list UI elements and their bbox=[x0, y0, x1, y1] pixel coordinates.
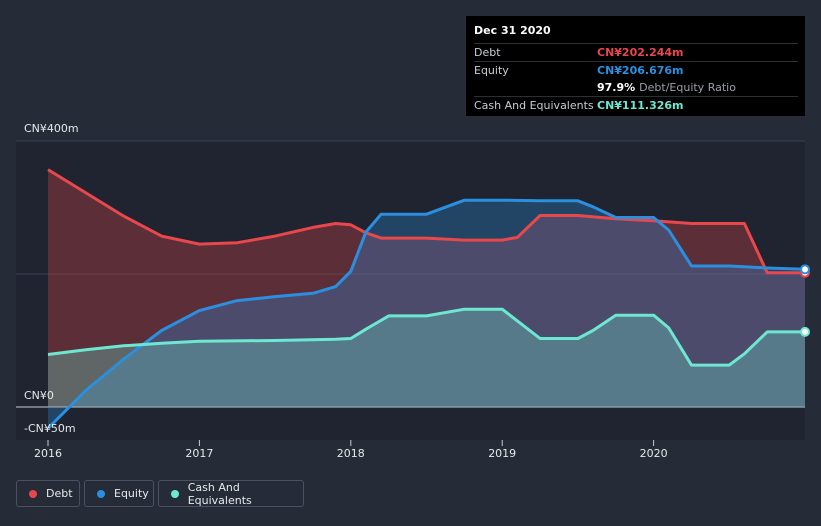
x-tick-label: 2016 bbox=[34, 447, 62, 460]
y-tick-label: CN¥400m bbox=[24, 122, 79, 135]
legend-cash-dot bbox=[171, 489, 179, 498]
legend-debt-dot bbox=[29, 489, 37, 498]
debt-line bbox=[47, 168, 805, 275]
tooltip-ratio-row: 97.9% Debt/Equity Ratio bbox=[474, 79, 798, 96]
cash-area bbox=[48, 309, 805, 407]
legend-equity[interactable]: Equity bbox=[84, 480, 154, 507]
tooltip-equity-label: Equity bbox=[474, 64, 509, 77]
tooltip-cash-row: Cash And Equivalents CN¥111.326m bbox=[474, 96, 798, 114]
equity-area bbox=[48, 200, 805, 429]
x-tick-label: 2017 bbox=[185, 447, 213, 460]
gridlines bbox=[16, 140, 805, 440]
tooltip-debt-value: CN¥202.244m bbox=[597, 46, 684, 59]
x-tick-label: 2018 bbox=[337, 447, 365, 460]
legend-cash[interactable]: Cash And Equivalents bbox=[158, 480, 304, 507]
axis-labels: CN¥400m CN¥0 -CN¥50m 2016 2017 2018 2019 2020 bbox=[24, 122, 668, 460]
legend-cash-label: Cash And Equivalents bbox=[187, 480, 252, 507]
tooltip-ratio-label: Debt/Equity Ratio bbox=[639, 81, 736, 94]
tooltip-debt-row: Debt CN¥202.244m bbox=[474, 43, 798, 61]
plot-background bbox=[16, 141, 805, 440]
tooltip-cash-label: Cash And Equivalents bbox=[474, 99, 594, 112]
y-tick-label: -CN¥50m bbox=[24, 422, 76, 435]
equity-end-marker bbox=[800, 264, 810, 275]
debt-area bbox=[48, 169, 805, 407]
equity-line bbox=[46, 198, 806, 430]
tooltip-ratio-value: 97.9% bbox=[597, 81, 636, 94]
tooltip-equity-row: Equity CN¥206.676m bbox=[474, 61, 798, 79]
y-tick-label: CN¥0 bbox=[24, 389, 54, 402]
legend-debt-label: Debt bbox=[46, 487, 73, 500]
legend-debt[interactable]: Debt bbox=[16, 480, 80, 507]
series-lines bbox=[46, 168, 806, 430]
cash-end-marker bbox=[800, 326, 810, 337]
legend-equity-label: Equity bbox=[114, 487, 149, 500]
tooltip-panel: Dec 31 2020 Debt CN¥202.244m Equity CN¥2… bbox=[466, 16, 805, 116]
tooltip-debt-label: Debt bbox=[474, 46, 501, 59]
tooltip-cash-value: CN¥111.326m bbox=[597, 99, 684, 112]
legend-equity-dot bbox=[97, 489, 105, 498]
x-tick-label: 2019 bbox=[488, 447, 516, 460]
tooltip-equity-value: CN¥206.676m bbox=[597, 64, 684, 77]
end-markers bbox=[800, 264, 810, 337]
x-tick-label: 2020 bbox=[640, 447, 668, 460]
cash-line bbox=[47, 307, 805, 367]
tooltip-date: Dec 31 2020 bbox=[474, 24, 551, 37]
series-areas bbox=[48, 169, 805, 429]
